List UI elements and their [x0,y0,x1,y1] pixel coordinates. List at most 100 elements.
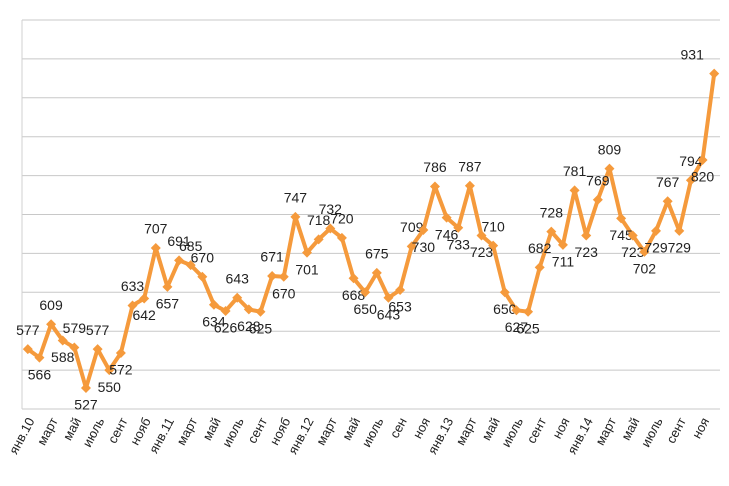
data-label: 609 [39,297,63,313]
point-marker [348,273,359,284]
data-label: 723 [575,244,599,260]
data-label: 653 [388,299,412,315]
point-marker [22,344,33,355]
data-label: 729 [644,240,668,256]
point-marker [185,260,196,271]
x-tick-label: сент [524,415,550,446]
data-label: 643 [226,270,250,286]
point-marker [162,281,173,292]
data-label: 769 [586,172,610,188]
point-marker [92,344,103,355]
point-marker [592,194,603,205]
point-marker [453,222,464,233]
data-label: 711 [552,254,575,270]
data-label: 634 [202,313,226,329]
data-label: 732 [319,201,343,217]
data-label: 550 [98,379,122,395]
point-marker [557,239,568,250]
x-tick-label: март [592,415,619,448]
x-tick-label: янв.10 [6,415,38,457]
point-marker [674,225,685,236]
x-tick-label: март [173,415,200,448]
data-label: 625 [249,320,273,336]
data-label: 707 [144,221,168,237]
point-marker [150,242,161,253]
data-label: 577 [86,322,110,338]
point-marker [685,175,696,186]
point-marker [581,230,592,241]
data-label: 733 [447,236,471,252]
data-label: 787 [458,158,482,174]
data-label: 746 [435,226,459,242]
point-marker [395,284,406,295]
data-label: 781 [563,163,587,179]
data-label: 728 [540,204,564,220]
point-marker [278,271,289,282]
point-marker [511,305,522,316]
data-label: 701 [295,261,319,277]
point-marker [697,155,708,166]
point-marker [46,319,57,330]
data-label: 767 [656,174,680,190]
x-tick-label: май [479,415,503,443]
data-label: 786 [423,159,447,175]
x-tick-label: май [339,415,363,443]
point-marker [313,234,324,245]
data-label: 670 [272,285,296,301]
point-marker [208,299,219,310]
data-label: 709 [400,219,424,235]
data-label: 643 [377,306,401,322]
point-marker [406,241,417,252]
point-marker [488,240,499,251]
data-label: 702 [633,261,657,277]
x-tick-label: ноя [689,415,712,441]
point-marker [418,225,429,236]
point-marker [360,287,371,298]
data-label: 577 [16,322,40,338]
point-marker [499,287,510,298]
point-marker [464,180,475,191]
point-marker [232,292,243,303]
data-label: 628 [237,318,261,334]
data-label: 642 [132,307,156,323]
point-marker [383,292,394,303]
x-tick-label: июль [79,415,107,450]
data-label: 657 [156,296,180,312]
point-marker [80,382,91,393]
x-tick-label: сент [663,415,689,446]
point-marker [709,68,720,79]
data-label: 572 [109,362,133,378]
data-label: 745 [609,227,633,243]
point-marker [546,226,557,237]
data-label: 671 [260,249,284,265]
data-label: 650 [354,301,378,317]
data-label: 718 [307,212,331,228]
data-label: 670 [191,249,215,265]
data-label: 626 [214,320,238,336]
data-label: 566 [28,366,52,382]
data-label: 820 [691,169,715,185]
point-marker [104,365,115,376]
point-marker [34,352,45,363]
point-marker [651,225,662,236]
data-label: 794 [679,153,703,169]
data-label: 579 [63,320,87,336]
data-label: 668 [342,287,366,303]
data-label: 710 [481,218,505,234]
point-marker [371,267,382,278]
x-tick-label: март [34,415,61,448]
x-tick-label: май [199,415,223,443]
point-marker [662,196,673,207]
x-tick-label: июль [498,415,526,450]
x-tick-label: июль [359,415,387,450]
point-marker [127,300,138,311]
data-label: 633 [121,278,145,294]
point-marker [174,255,185,266]
data-label: 723 [621,244,645,260]
x-tick-label: март [453,415,480,448]
data-label: 685 [179,238,203,254]
x-tick-label: июль [638,415,666,450]
point-marker [290,211,301,222]
